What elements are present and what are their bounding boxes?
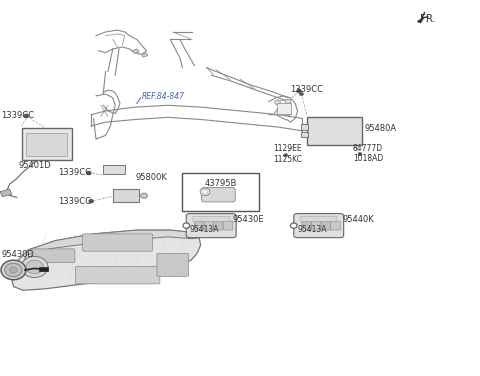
Circle shape	[275, 100, 280, 105]
Text: 95480A: 95480A	[365, 124, 397, 133]
Circle shape	[300, 92, 303, 96]
Text: 1339CC: 1339CC	[58, 168, 91, 177]
FancyBboxPatch shape	[75, 267, 160, 284]
Circle shape	[21, 256, 48, 277]
FancyBboxPatch shape	[182, 173, 259, 211]
Circle shape	[297, 89, 301, 93]
Polygon shape	[418, 18, 423, 23]
Circle shape	[284, 154, 288, 157]
Circle shape	[202, 190, 208, 194]
FancyBboxPatch shape	[302, 221, 312, 230]
Circle shape	[200, 188, 210, 196]
Text: 95430D: 95430D	[1, 250, 34, 259]
FancyBboxPatch shape	[103, 165, 125, 174]
Circle shape	[89, 199, 94, 203]
Circle shape	[1, 260, 26, 280]
Circle shape	[285, 111, 291, 116]
FancyBboxPatch shape	[321, 221, 331, 230]
Bar	[39, 267, 48, 271]
FancyBboxPatch shape	[301, 132, 308, 137]
Text: 95440K: 95440K	[342, 215, 374, 224]
FancyBboxPatch shape	[277, 103, 291, 114]
FancyBboxPatch shape	[202, 188, 235, 202]
FancyBboxPatch shape	[113, 189, 139, 202]
Polygon shape	[12, 230, 201, 290]
Circle shape	[24, 114, 29, 118]
FancyBboxPatch shape	[83, 234, 153, 251]
Polygon shape	[132, 49, 139, 53]
Circle shape	[26, 260, 43, 274]
Text: 43795B: 43795B	[204, 179, 237, 188]
FancyBboxPatch shape	[214, 221, 223, 230]
Text: 95430E: 95430E	[232, 215, 264, 224]
Circle shape	[86, 171, 91, 175]
Circle shape	[141, 193, 147, 199]
FancyBboxPatch shape	[157, 253, 189, 276]
Circle shape	[10, 267, 17, 273]
FancyBboxPatch shape	[194, 221, 204, 230]
Text: 1339CC: 1339CC	[1, 111, 35, 120]
Circle shape	[275, 111, 280, 115]
Text: FR.: FR.	[420, 14, 436, 24]
Text: 84777D
1018AD: 84777D 1018AD	[353, 144, 383, 163]
FancyBboxPatch shape	[331, 221, 340, 230]
FancyBboxPatch shape	[301, 124, 308, 130]
FancyBboxPatch shape	[294, 214, 344, 238]
FancyBboxPatch shape	[307, 117, 362, 145]
FancyBboxPatch shape	[186, 214, 236, 238]
Text: REF.84-847: REF.84-847	[142, 92, 185, 101]
FancyBboxPatch shape	[193, 216, 229, 221]
Text: 95401D: 95401D	[18, 161, 51, 170]
Text: 1339CC: 1339CC	[290, 85, 324, 94]
FancyBboxPatch shape	[26, 133, 67, 156]
Polygon shape	[26, 230, 199, 255]
FancyBboxPatch shape	[300, 216, 337, 221]
Text: 1339CC: 1339CC	[58, 197, 91, 206]
FancyBboxPatch shape	[31, 249, 75, 262]
Circle shape	[5, 263, 22, 277]
FancyBboxPatch shape	[22, 128, 72, 160]
Circle shape	[358, 153, 362, 156]
Polygon shape	[142, 53, 148, 57]
FancyBboxPatch shape	[223, 221, 233, 230]
Circle shape	[285, 99, 291, 104]
Circle shape	[290, 223, 297, 228]
FancyBboxPatch shape	[312, 221, 321, 230]
Text: 95413A: 95413A	[189, 225, 218, 234]
Text: 1129EE
1125KC: 1129EE 1125KC	[274, 144, 302, 164]
Text: 95413A: 95413A	[298, 225, 327, 234]
Text: 95800K: 95800K	[135, 173, 167, 182]
Circle shape	[183, 223, 190, 228]
Polygon shape	[0, 189, 12, 197]
FancyBboxPatch shape	[204, 221, 214, 230]
